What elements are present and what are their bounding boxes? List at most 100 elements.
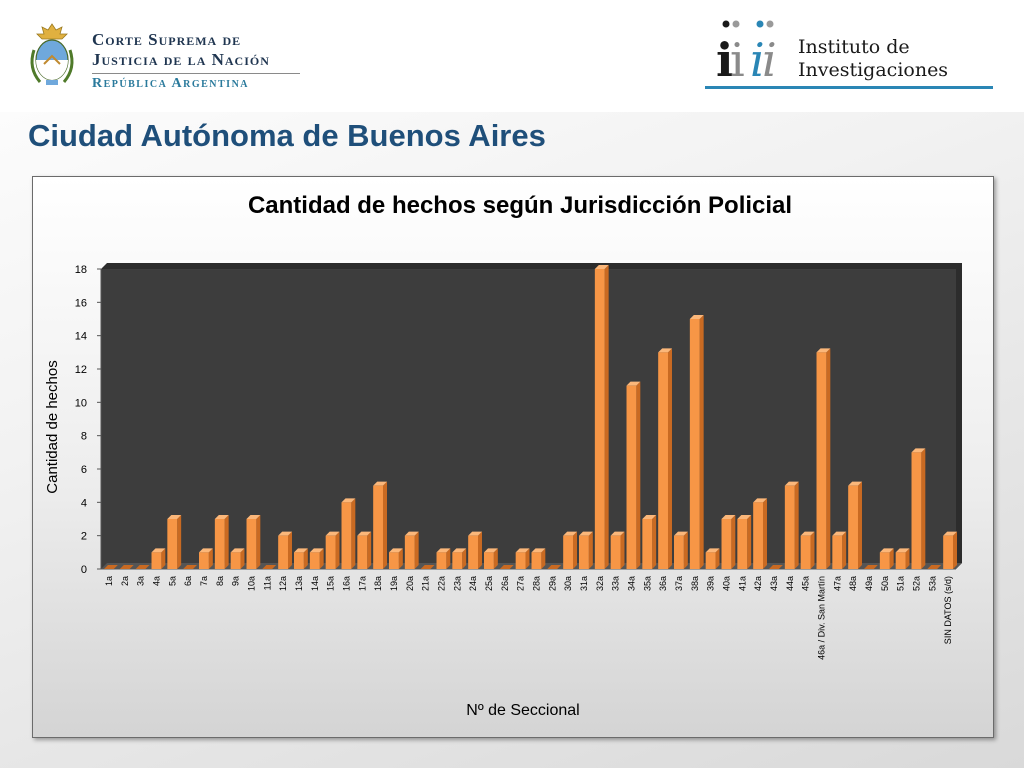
bar — [911, 452, 922, 569]
x-tick-label: 31a — [579, 576, 589, 591]
plot-area — [101, 269, 956, 569]
x-tick-label: 4a — [151, 576, 161, 586]
y-tick-label: 16 — [75, 297, 87, 309]
court-name: Corte Suprema de Justicia de la Nación R… — [92, 30, 300, 92]
bar-side — [715, 548, 720, 569]
bar — [816, 352, 827, 569]
x-tick-label: 30a — [563, 576, 573, 591]
bar-top — [199, 548, 213, 553]
bar — [294, 552, 304, 569]
x-tick-label: 50a — [880, 576, 890, 591]
x-tick-label: 44a — [785, 576, 795, 591]
bar-top — [721, 515, 736, 519]
x-tick-label: 29a — [547, 576, 557, 591]
bar-top — [341, 498, 356, 503]
bar-top — [674, 531, 688, 536]
x-tick-label: 12a — [278, 576, 288, 591]
x-tick-label: SIN DATOS (s/d) — [943, 576, 953, 644]
chart-frame: Cantidad de hechos según Jurisdicción Po… — [32, 176, 994, 738]
y-tick-label: 10 — [75, 397, 87, 409]
bar — [230, 552, 241, 569]
bar-top — [784, 481, 799, 486]
x-tick-label: 19a — [389, 576, 399, 591]
svg-text:i: i — [762, 33, 777, 80]
bar — [452, 552, 463, 569]
bar — [848, 485, 858, 569]
bar-top — [278, 531, 292, 536]
bar-side — [161, 548, 166, 569]
x-tick-label: 46a / Div. San Martín — [816, 576, 826, 660]
y-tick-label: 8 — [81, 431, 87, 443]
institute-underline — [705, 86, 993, 89]
x-tick-label: 24a — [468, 576, 478, 591]
bar-top — [848, 481, 862, 486]
bar-side — [636, 381, 641, 569]
bar-side — [699, 315, 704, 569]
bar — [468, 535, 478, 569]
bar-top — [484, 548, 498, 553]
x-tick-label: 34a — [626, 576, 636, 591]
x-tick-label: 1a — [104, 576, 114, 586]
bar-top — [658, 348, 672, 353]
x-tick-label: 39a — [706, 576, 716, 591]
bar — [119, 565, 134, 569]
bar-side — [525, 548, 530, 569]
bar — [800, 535, 811, 569]
bar — [721, 519, 732, 569]
bar-side — [224, 515, 229, 569]
bar-top — [468, 531, 482, 536]
bar — [104, 565, 118, 569]
x-tick-label: 45a — [801, 576, 811, 591]
svg-text:i: i — [716, 33, 733, 80]
bar — [705, 552, 716, 569]
x-tick-label: 2a — [120, 576, 130, 586]
x-tick-label: 13a — [294, 576, 304, 591]
x-tick-label: 49a — [864, 576, 874, 591]
header: Corte Suprema de Justicia de la Nación R… — [0, 0, 1024, 112]
bar-side — [303, 548, 308, 569]
bar — [246, 519, 257, 569]
bar-side — [604, 265, 609, 569]
bar-top — [800, 531, 815, 536]
x-tick-label: 27a — [516, 576, 526, 591]
bar-side — [794, 481, 799, 569]
bar — [373, 485, 383, 569]
y-tick-label: 2 — [81, 531, 87, 543]
bar — [357, 535, 368, 569]
bar — [943, 535, 953, 569]
bar-top — [436, 548, 451, 553]
bar-side — [446, 548, 451, 569]
bar-side — [240, 548, 245, 569]
bar-top — [294, 548, 308, 553]
bar — [135, 565, 150, 569]
x-tick-label: 21a — [421, 576, 431, 591]
bar — [769, 565, 783, 569]
x-tick-label: 36a — [658, 576, 668, 591]
bar-side — [335, 531, 340, 569]
bar — [832, 535, 843, 569]
bar — [784, 485, 795, 569]
bar-side — [351, 498, 356, 569]
bar-top — [626, 381, 641, 386]
y-tick-label: 14 — [75, 331, 87, 343]
x-tick-label: 33a — [611, 576, 621, 591]
bar — [626, 385, 637, 569]
bar-side — [652, 515, 657, 569]
svg-text:i: i — [730, 33, 745, 80]
page-title: Ciudad Autónoma de Buenos Aires — [28, 118, 546, 153]
x-tick-label: 8a — [215, 576, 225, 586]
bar — [167, 519, 178, 569]
bar-top — [230, 548, 245, 553]
bar-top — [832, 531, 847, 536]
bar — [499, 565, 514, 569]
court-name-line1: Corte Suprema de — [92, 30, 242, 49]
bar — [341, 502, 352, 569]
bar-chart: Cantidad de hechos según Jurisdicción Po… — [44, 192, 962, 719]
bar — [404, 535, 415, 569]
court-divider — [92, 73, 300, 74]
bar — [199, 552, 209, 569]
bar-top — [309, 548, 324, 553]
bar-top — [816, 348, 831, 353]
x-tick-label: 38a — [690, 576, 700, 591]
x-tick-label: 43a — [769, 576, 779, 591]
